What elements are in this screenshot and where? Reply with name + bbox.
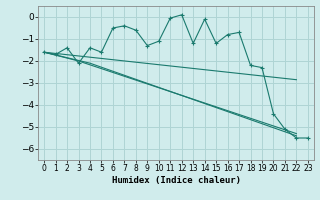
X-axis label: Humidex (Indice chaleur): Humidex (Indice chaleur) [111, 176, 241, 185]
